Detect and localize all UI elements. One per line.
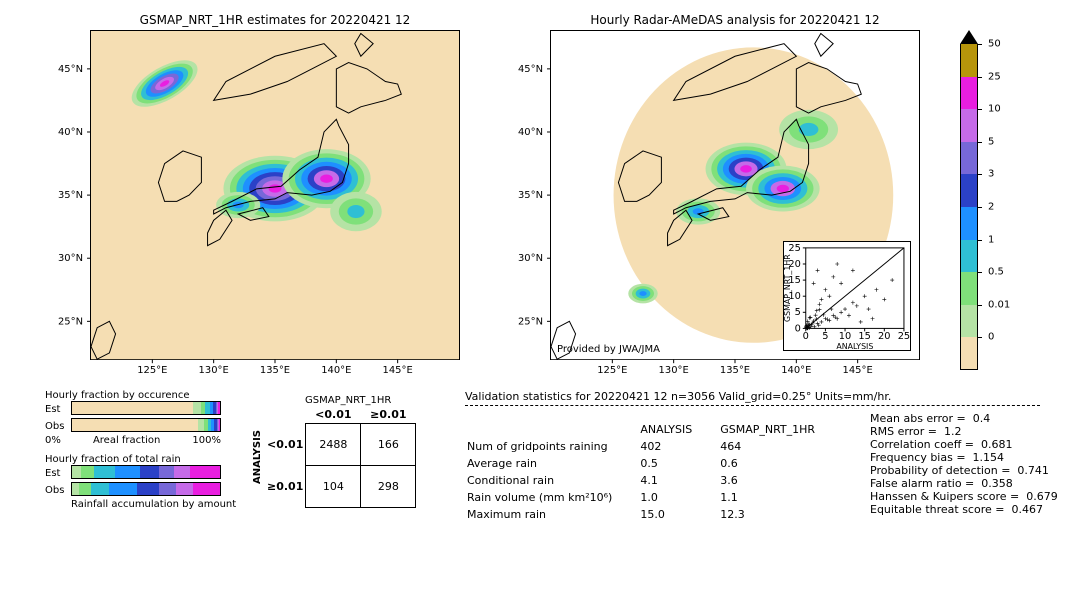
svg-text:25°N: 25°N (58, 316, 83, 327)
colorbar-segment (960, 44, 978, 77)
colorbar-tick-label: 5 (988, 136, 994, 147)
metric-row: Equitable threat score = 0.467 (870, 503, 1058, 516)
colorbar-segment (960, 207, 978, 240)
rain-row-label: Rain volume (mm km²10⁶) (467, 490, 638, 505)
colorbar-overflow-arrow (960, 30, 978, 44)
colorbar-tick-label: 3 (988, 169, 994, 180)
colorbar-tick-label: 1 (988, 234, 994, 245)
svg-text:125°E: 125°E (137, 365, 167, 376)
total-rain-title: Hourly fraction of total rain (45, 454, 236, 465)
svg-text:40°N: 40°N (58, 127, 83, 138)
svg-text:30°N: 30°N (58, 253, 83, 264)
ct-cell-10: 104 (306, 466, 361, 508)
rain-col-analysis: ANALYSIS (640, 422, 718, 437)
rain-summary-table: ANALYSISGSMAP_NRT_1HR Num of gridpoints r… (465, 420, 843, 524)
svg-text:130°E: 130°E (199, 365, 229, 376)
ct-cell-01: 166 (361, 424, 416, 466)
svg-text:35°N: 35°N (58, 190, 83, 201)
svg-text:45°N: 45°N (58, 64, 83, 75)
svg-text:35°N: 35°N (518, 190, 543, 201)
contingency-col-label: GSMAP_NRT_1HR (280, 395, 416, 406)
areal-fraction-label: Areal fraction (93, 435, 160, 446)
colorbar-segment (960, 272, 978, 305)
hourly-fraction-panel: Hourly fraction by occurenceEstObs0%Area… (45, 390, 236, 510)
colorbar-segment (960, 174, 978, 207)
colorbar-tick-label: 0.01 (988, 299, 1010, 310)
rain-col-gsmap: GSMAP_NRT_1HR (720, 422, 841, 437)
gsmap-estimate-map: GSMAP_NRT_1HR estimates for 20220421 12 … (90, 30, 460, 360)
radar-amedas-map: Hourly Radar-AMeDAS analysis for 2022042… (550, 30, 920, 360)
svg-text:25: 25 (898, 331, 910, 342)
rain-row-label: Average rain (467, 456, 638, 471)
svg-text:0: 0 (803, 331, 809, 342)
colorbar-segment (960, 142, 978, 175)
radar-map-title: Hourly Radar-AMeDAS analysis for 2022042… (551, 13, 919, 27)
svg-text:130°E: 130°E (659, 365, 689, 376)
contingency-table-panel: GSMAP_NRT_1HRANALYSIS<0.01≥0.01<0.012488… (250, 395, 416, 508)
validation-statistics-header: Validation statistics for 20220421 12 n=… (465, 390, 1040, 410)
svg-text:145°E: 145°E (843, 365, 873, 376)
colorbar-segment (960, 240, 978, 273)
svg-text:140°E: 140°E (781, 365, 811, 376)
svg-text:145°E: 145°E (383, 365, 413, 376)
fraction-bar (71, 465, 221, 479)
svg-text:140°E: 140°E (321, 365, 351, 376)
svg-text:10: 10 (839, 331, 851, 342)
colorbar-tick-label: 0 (988, 332, 994, 343)
svg-text:30°N: 30°N (518, 253, 543, 264)
colorbar-tick-label: 10 (988, 104, 1001, 115)
fraction-bar (71, 401, 221, 415)
gsmap-map-svg: 125°E130°E135°E140°E145°E25°N30°N35°N40°… (91, 31, 459, 359)
colorbar-tick-label: 2 (988, 202, 994, 213)
scatter-svg: 00551010151520202525ANALYSISGSMAP_NRT_1H… (784, 242, 910, 350)
validation-title: Validation statistics for 20220421 12 n=… (465, 390, 1040, 403)
svg-text:15: 15 (858, 331, 870, 342)
ct-cell-00: 2488 (306, 424, 361, 466)
metric-row: RMS error = 1.2 (870, 425, 1058, 438)
colorbar-tick-label: 50 (988, 39, 1001, 50)
colorbar-segment (960, 77, 978, 110)
svg-text:45°N: 45°N (518, 64, 543, 75)
svg-text:5: 5 (822, 331, 828, 342)
metric-row: False alarm ratio = 0.358 (870, 477, 1058, 490)
ct-cell-11: 298 (361, 466, 416, 508)
fraction-bar (71, 418, 221, 432)
metric-row: Probability of detection = 0.741 (870, 464, 1058, 477)
colorbar-tick-label: 0.5 (988, 267, 1004, 278)
svg-text:40°N: 40°N (518, 127, 543, 138)
svg-text:0: 0 (795, 323, 801, 334)
validation-divider (465, 405, 1040, 406)
colorbar-segment (960, 109, 978, 142)
svg-text:135°E: 135°E (720, 365, 750, 376)
gsmap-map-title: GSMAP_NRT_1HR estimates for 20220421 12 (91, 13, 459, 27)
provided-by-label: Provided by JWA/JMA (557, 344, 660, 355)
metric-row: Hanssen & Kuipers score = 0.679 (870, 490, 1058, 503)
scatter-plot: 00551010151520202525ANALYSISGSMAP_NRT_1H… (783, 241, 911, 351)
colorbar-segment (960, 305, 978, 338)
metric-row: Frequency bias = 1.154 (870, 451, 1058, 464)
metric-row: Mean abs error = 0.4 (870, 412, 1058, 425)
accum-label: Rainfall accumulation by amount (71, 499, 236, 510)
colorbar-segment (960, 337, 978, 370)
colorbar-tick-label: 25 (988, 71, 1001, 82)
svg-text:20: 20 (878, 331, 890, 342)
contingency-row-label: ANALYSIS (252, 430, 263, 484)
metric-row: Correlation coeff = 0.681 (870, 438, 1058, 451)
rain-row-label: Maximum rain (467, 507, 638, 522)
row-label-obs: Obs (45, 421, 71, 432)
rain-row-label: Conditional rain (467, 473, 638, 488)
fraction-bar (71, 482, 221, 496)
svg-text:GSMAP_NRT_1HR: GSMAP_NRT_1HR (783, 254, 792, 322)
svg-text:25°N: 25°N (518, 316, 543, 327)
skill-metrics-list: Mean abs error = 0.4RMS error = 1.2Corre… (870, 412, 1058, 516)
svg-text:ANALYSIS: ANALYSIS (836, 342, 873, 351)
row-label-est: Est (45, 404, 71, 415)
svg-text:5: 5 (795, 307, 801, 318)
svg-text:25: 25 (788, 243, 800, 254)
rain-row-label: Num of gridpoints raining (467, 439, 638, 454)
occurrence-title: Hourly fraction by occurence (45, 390, 236, 401)
svg-text:125°E: 125°E (597, 365, 627, 376)
colorbar: 50251053210.50.010 (960, 30, 978, 370)
svg-text:135°E: 135°E (260, 365, 290, 376)
